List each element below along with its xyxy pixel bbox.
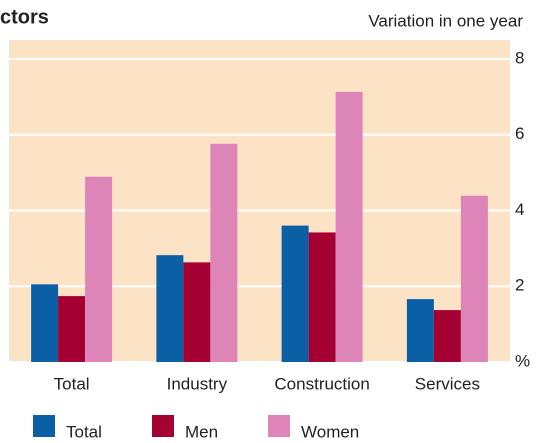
y-tick-label: 2 bbox=[515, 276, 524, 295]
chart-title: ctors bbox=[0, 6, 49, 28]
legend-label: Men bbox=[185, 422, 218, 441]
legend-label: Women bbox=[301, 422, 359, 441]
bar bbox=[460, 195, 488, 362]
bar bbox=[85, 176, 113, 362]
legend-label: Total bbox=[66, 422, 102, 441]
bar bbox=[308, 232, 336, 362]
bar bbox=[31, 284, 59, 362]
bar bbox=[183, 262, 211, 362]
bar bbox=[406, 299, 434, 362]
x-tick-label: Industry bbox=[167, 374, 228, 393]
bar bbox=[58, 296, 86, 362]
x-tick-label: Total bbox=[54, 374, 90, 393]
x-tick-label: Services bbox=[415, 374, 480, 393]
legend-swatch bbox=[152, 415, 174, 437]
bar bbox=[335, 91, 363, 362]
legend-swatch bbox=[268, 415, 290, 437]
y-tick-label: 8 bbox=[515, 48, 524, 67]
bar bbox=[433, 310, 461, 362]
y-tick-label: 4 bbox=[515, 200, 524, 219]
y-tick-label: 6 bbox=[515, 124, 524, 143]
legend-swatch bbox=[33, 415, 55, 437]
bar bbox=[156, 255, 184, 362]
y-tick-label: % bbox=[515, 351, 530, 370]
bar bbox=[210, 143, 238, 362]
x-tick-label: Construction bbox=[274, 374, 369, 393]
chart-subtitle: Variation in one year bbox=[368, 11, 523, 30]
bar bbox=[281, 225, 309, 362]
